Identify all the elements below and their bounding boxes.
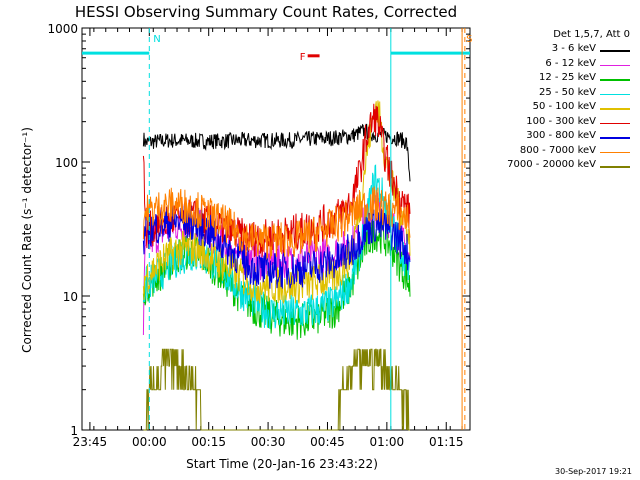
x-tick-label: 00:15 (191, 435, 226, 449)
legend-item: 25 - 50 keV (478, 87, 634, 101)
legend-label: 6 - 12 keV (545, 57, 596, 69)
x-tick-label: 01:00 (370, 435, 405, 449)
chart-title: HESSI Observing Summary Count Rates, Cor… (75, 3, 457, 21)
y-tick-label: 1 (70, 424, 78, 438)
legend-swatch (600, 122, 630, 124)
legend-label: 25 - 50 keV (538, 86, 596, 98)
legend-label: 12 - 25 keV (538, 72, 596, 83)
legend-label: 800 - 7000 keV (519, 144, 596, 156)
legend-item: 300 - 800 keV (478, 130, 634, 144)
annotation-label: S (466, 34, 472, 45)
legend-label: 3 - 6 keV (551, 43, 596, 54)
legend-swatch (600, 137, 630, 139)
x-tick-label: 00:45 (310, 435, 345, 449)
legend-title: Det 1,5,7, Att 0 (553, 29, 630, 40)
legend-item: 7000 - 20000 keV (478, 159, 634, 173)
legend-swatch (600, 50, 630, 52)
y-axis-label: Corrected Count Rate (s⁻¹ detector⁻¹) (20, 127, 34, 353)
x-axis-label: Start Time (20-Jan-16 23:43:22) (186, 457, 378, 471)
legend-label: 100 - 300 keV (526, 115, 596, 127)
x-tick-label: 01:15 (429, 435, 464, 449)
legend-item: 100 - 300 keV (478, 116, 634, 130)
legend-label: 7000 - 20000 keV (507, 159, 596, 170)
legend-item: 3 - 6 keV (478, 43, 634, 57)
y-tick-label: 1000 (47, 22, 78, 36)
series-line (142, 186, 411, 261)
y-tick-label: 100 (55, 156, 78, 170)
legend-swatch (600, 64, 630, 66)
series-line (143, 348, 410, 431)
annotation-label: F (300, 52, 306, 63)
legend-swatch (600, 93, 630, 95)
legend-item: 6 - 12 keV (478, 58, 634, 72)
series-line (142, 204, 411, 289)
legend-swatch (600, 108, 630, 110)
x-tick-label: 00:30 (251, 435, 286, 449)
legend-item: 12 - 25 keV (478, 72, 634, 86)
legend-label: 50 - 100 keV (532, 101, 596, 112)
y-tick-label: 10 (63, 290, 78, 304)
plot-frame (81, 27, 471, 431)
legend-item: 50 - 100 keV (478, 101, 634, 115)
annotation-label: N (153, 34, 160, 45)
legend-item: 800 - 7000 keV (478, 145, 634, 159)
legend-swatch (600, 151, 630, 153)
legend-label: 300 - 800 keV (526, 130, 596, 141)
x-tick-label: 23:45 (73, 435, 108, 449)
legend-swatch (600, 79, 630, 81)
legend-swatch (600, 166, 630, 168)
x-tick-label: 00:00 (132, 435, 167, 449)
generated-timestamp: 30-Sep-2017 19:21 (555, 467, 632, 476)
